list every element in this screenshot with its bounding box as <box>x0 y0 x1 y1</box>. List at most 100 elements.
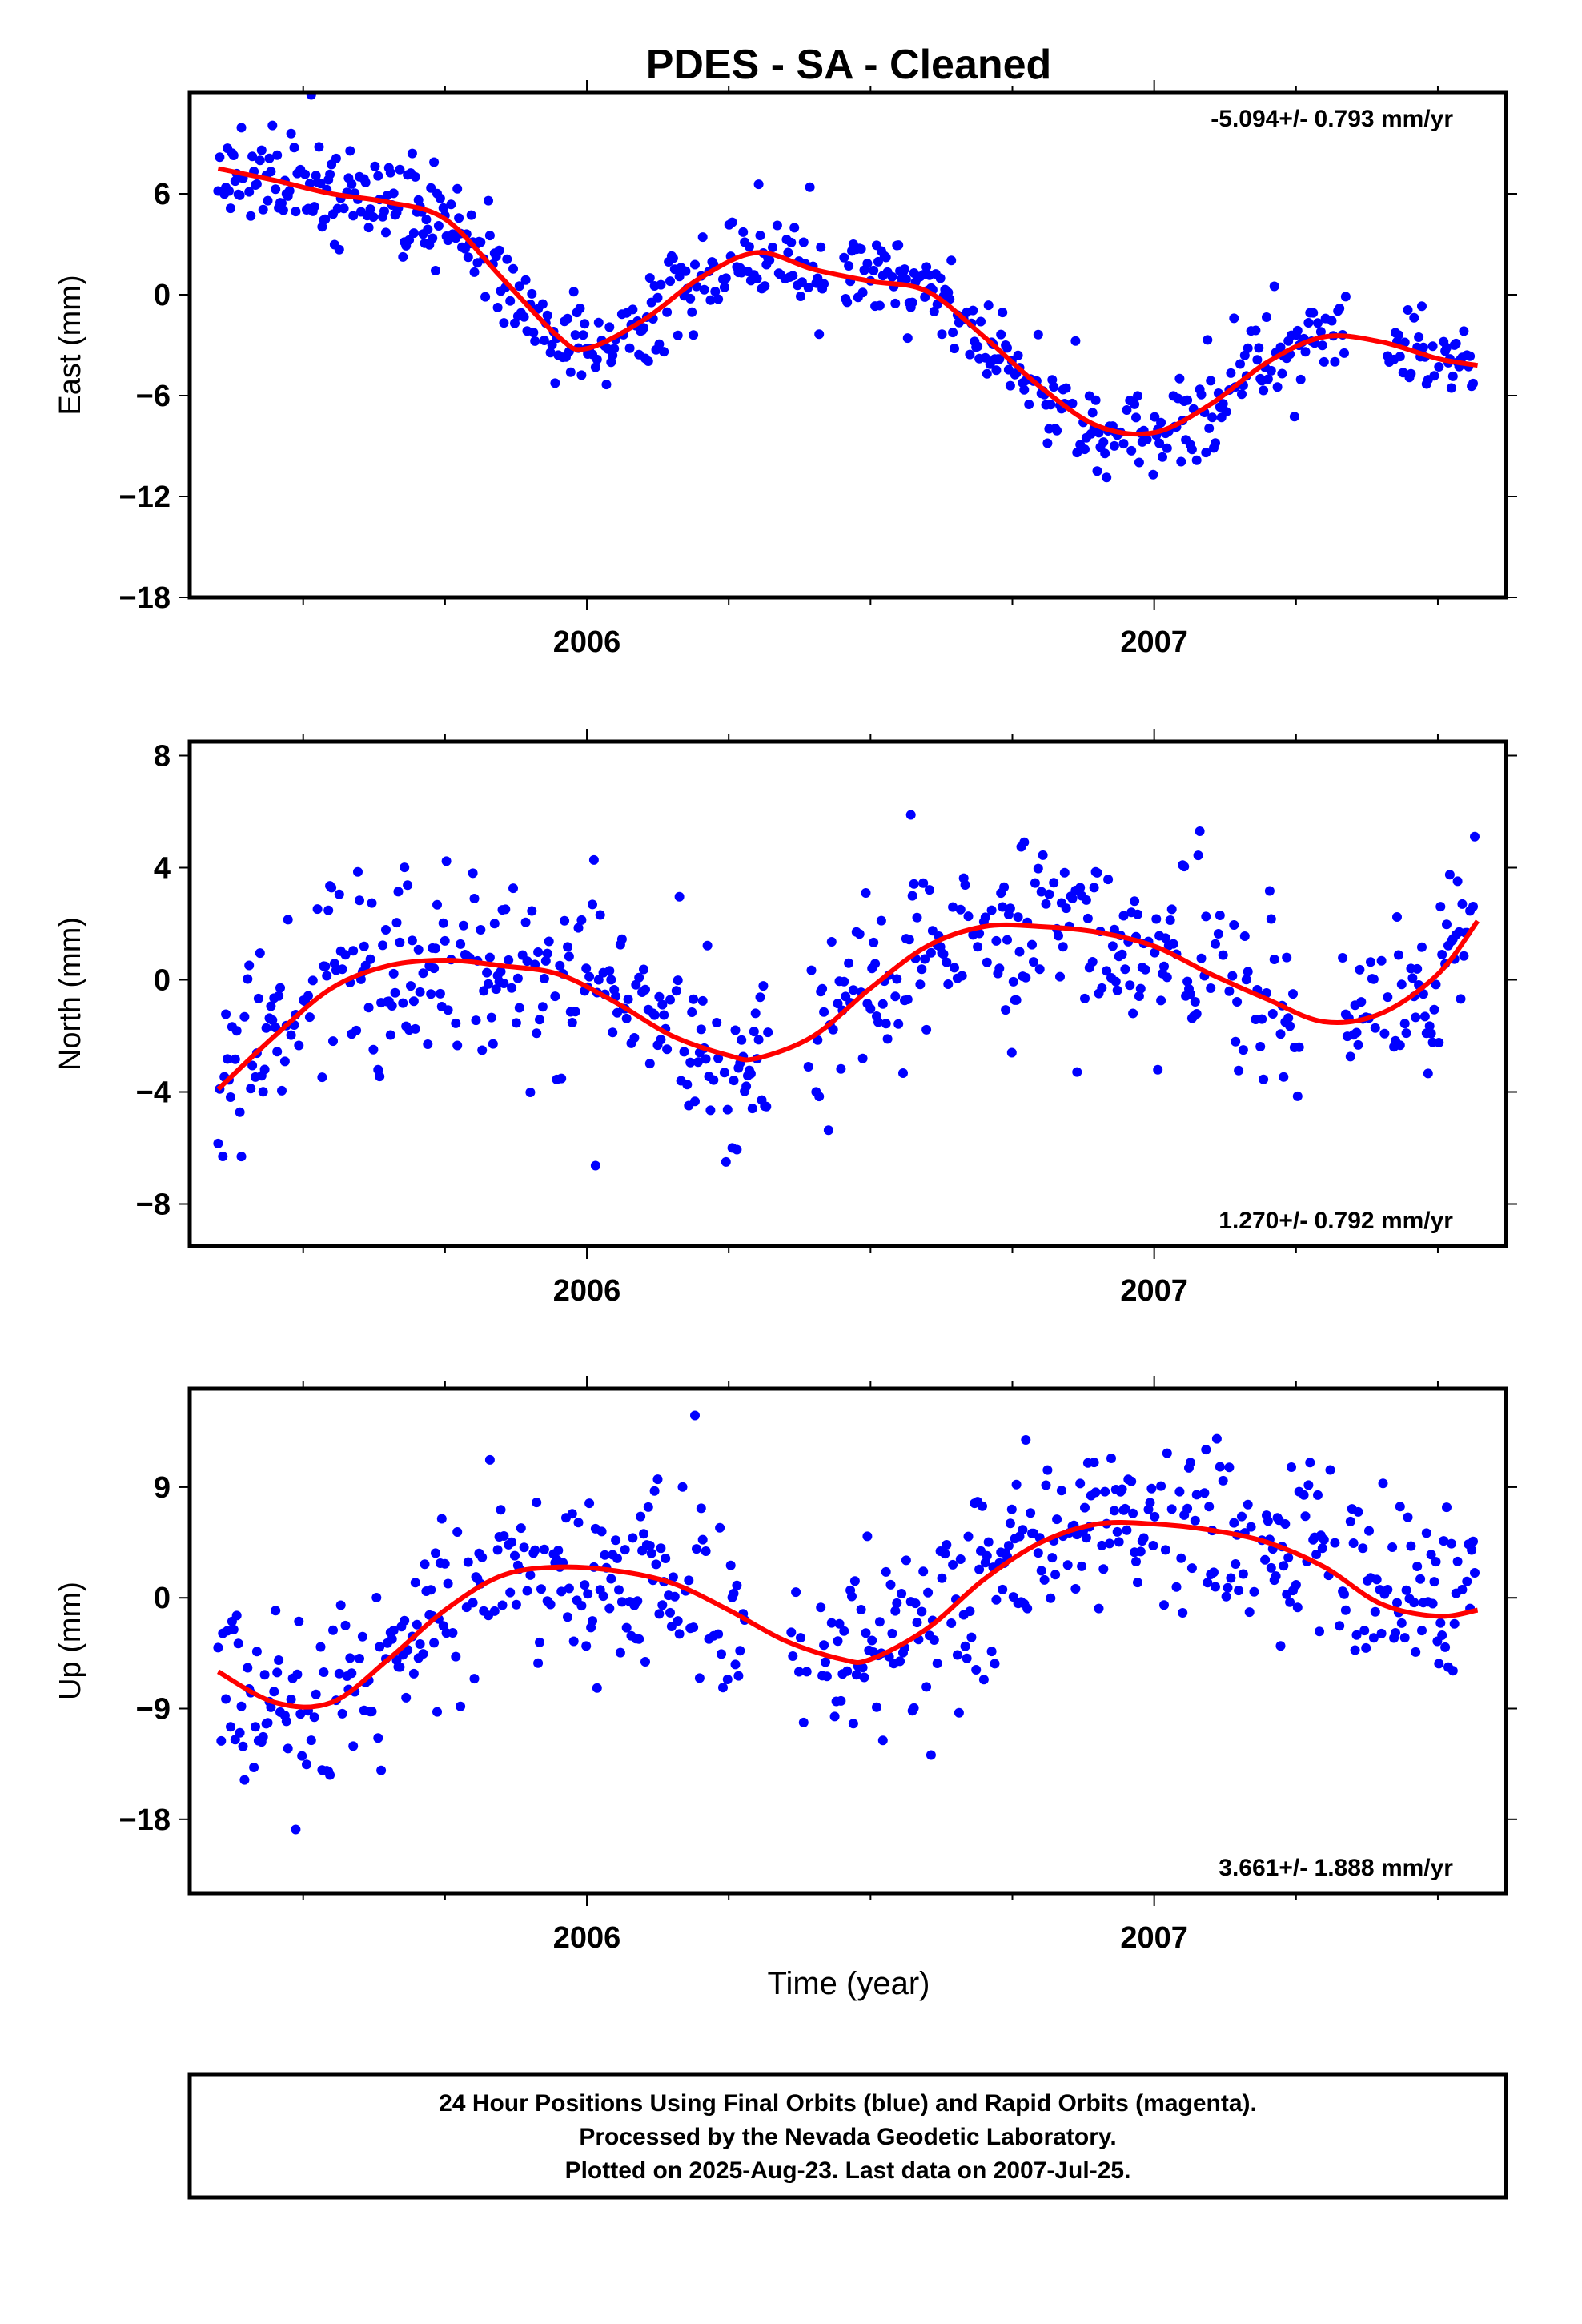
data-point <box>1396 1618 1407 1628</box>
data-point <box>1201 448 1211 458</box>
data-point <box>910 1598 921 1609</box>
data-point <box>1266 365 1276 376</box>
data-point <box>902 995 913 1004</box>
data-point <box>431 943 440 954</box>
data-point <box>1067 894 1078 903</box>
data-point <box>530 336 540 346</box>
data-point <box>1042 1465 1053 1475</box>
data-point <box>1206 983 1216 993</box>
data-point <box>1130 399 1140 409</box>
data-point <box>715 1522 725 1533</box>
data-point <box>1133 909 1142 919</box>
data-point <box>415 987 425 997</box>
data-point <box>1468 1536 1478 1546</box>
data-point <box>468 1598 478 1608</box>
data-point <box>357 1631 367 1642</box>
data-point <box>1070 336 1081 346</box>
data-point <box>768 243 777 252</box>
data-point <box>1348 1538 1359 1548</box>
data-point <box>962 1653 972 1663</box>
data-point <box>365 954 375 964</box>
data-point <box>376 1765 387 1775</box>
data-point <box>834 1618 845 1629</box>
data-point <box>620 1545 630 1555</box>
data-point <box>839 976 849 987</box>
data-point <box>752 274 762 283</box>
data-point <box>952 1650 962 1660</box>
data-point <box>1087 957 1098 967</box>
data-point <box>1294 1042 1304 1052</box>
data-point <box>656 1543 666 1554</box>
data-point <box>532 1028 542 1039</box>
data-point <box>733 1671 744 1681</box>
data-point <box>1166 904 1177 915</box>
data-point <box>881 1019 891 1029</box>
data-point <box>909 879 919 889</box>
data-point <box>452 1527 463 1537</box>
data-point <box>890 1606 901 1616</box>
data-point <box>902 333 913 344</box>
data-point <box>797 277 807 287</box>
data-point <box>539 336 549 345</box>
data-point <box>1292 325 1303 336</box>
data-point <box>738 227 749 237</box>
data-point <box>317 1072 327 1083</box>
data-point <box>701 1546 711 1556</box>
data-point <box>1358 1543 1368 1554</box>
data-point <box>1353 1039 1363 1050</box>
data-point <box>839 1626 849 1636</box>
data-point <box>1470 1568 1480 1578</box>
data-point <box>401 1692 412 1703</box>
data-point <box>829 1711 840 1722</box>
data-point <box>1011 995 1022 1005</box>
data-point <box>634 972 644 983</box>
data-point <box>697 995 708 1006</box>
data-point <box>359 941 369 951</box>
data-point <box>378 940 388 951</box>
data-point <box>1421 1528 1431 1538</box>
data-point <box>213 1138 223 1148</box>
data-point <box>230 1735 240 1745</box>
data-point <box>1002 935 1012 945</box>
rate-label: 3.661+/- 1.888 mm/yr <box>1219 1855 1453 1881</box>
data-point <box>244 960 255 971</box>
data-point <box>236 1701 247 1711</box>
data-point <box>1376 955 1387 966</box>
data-point <box>1442 1502 1452 1513</box>
data-point <box>492 303 503 312</box>
data-point <box>1075 1478 1086 1489</box>
data-point <box>730 1025 741 1035</box>
data-point <box>1227 971 1238 981</box>
data-point <box>1237 389 1247 400</box>
data-point <box>1353 1506 1363 1517</box>
data-point <box>432 899 442 910</box>
data-point <box>819 1007 829 1017</box>
data-point <box>1462 1576 1472 1586</box>
data-point <box>926 947 936 958</box>
data-point <box>665 276 675 287</box>
data-point <box>556 1073 567 1084</box>
data-point <box>974 928 985 939</box>
data-point <box>1215 1462 1225 1472</box>
data-point <box>525 1570 536 1580</box>
data-point <box>459 920 468 931</box>
data-point <box>1371 1574 1382 1585</box>
data-point <box>917 1606 927 1617</box>
data-point <box>1439 1536 1449 1546</box>
data-point <box>1226 1573 1236 1583</box>
data-point <box>1061 903 1071 914</box>
data-point <box>1264 886 1275 896</box>
data-point <box>990 1659 1000 1669</box>
data-point <box>798 1717 809 1727</box>
data-point <box>320 214 331 224</box>
data-point <box>1280 1519 1291 1529</box>
data-point <box>223 1054 233 1064</box>
data-point <box>435 988 445 999</box>
data-point <box>900 264 909 275</box>
data-point <box>272 1667 283 1678</box>
data-point <box>1036 1566 1046 1576</box>
data-point <box>512 973 523 983</box>
data-point <box>644 273 655 283</box>
data-point <box>1151 914 1162 924</box>
data-point <box>1135 1546 1146 1557</box>
